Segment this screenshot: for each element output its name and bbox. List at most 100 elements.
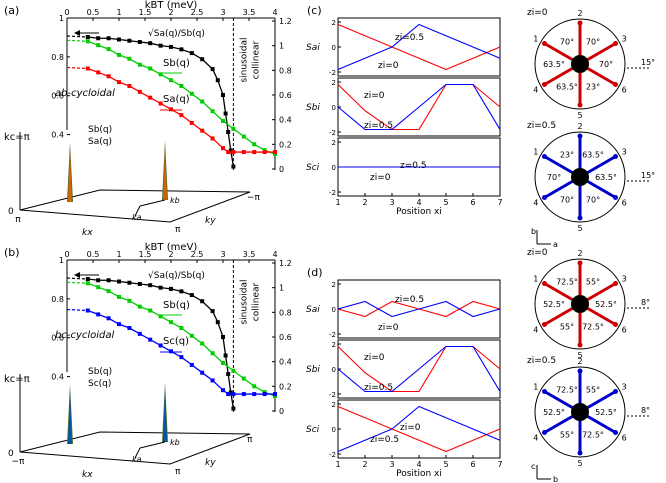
s-tick-label: 2 (332, 79, 336, 87)
spin-arrow-head (613, 430, 619, 435)
pi-label: −π (12, 457, 26, 467)
data-point (148, 337, 153, 342)
spin-arrow-head (613, 82, 619, 87)
data-point (127, 84, 132, 88)
top-tick-label: 0.5 (87, 8, 100, 17)
spin-number: 2 (577, 357, 582, 366)
data-point (226, 392, 231, 397)
data-point (106, 36, 111, 41)
ky-label: ky (205, 216, 216, 226)
structure-factor-peak-inner (163, 390, 167, 442)
spin-number: 5 (577, 111, 582, 120)
data-point (96, 43, 101, 48)
spin-arrow-head (541, 195, 547, 200)
spin-number: 3 (622, 148, 627, 157)
spin-number: 1 (533, 275, 538, 284)
data-point (117, 37, 121, 42)
top-tick-label: 0.5 (87, 250, 100, 259)
data-point (215, 78, 220, 83)
series-line (337, 23, 501, 71)
data-point (158, 285, 163, 290)
spin-number: 6 (622, 199, 627, 208)
top-tick-label: 4 (272, 8, 277, 17)
spin-arrow-head (577, 342, 583, 348)
pos-tick-label: 2 (362, 460, 367, 469)
data-point (158, 43, 163, 48)
data-point (252, 142, 257, 147)
data-point (215, 320, 220, 325)
k-plane (19, 431, 251, 465)
zero-label: 0 (8, 207, 14, 217)
kb-label: kb (170, 196, 180, 205)
right-tick-label: 0.8 (279, 66, 292, 75)
data-point (137, 304, 142, 309)
spin-arrow-head (541, 281, 547, 286)
top-tick-label: 1 (116, 250, 121, 259)
data-point (169, 286, 173, 291)
ratio-label: √Sa(q)/Sb(q) (148, 28, 205, 39)
row-label: Sci (306, 425, 320, 435)
pi-label: π (247, 435, 253, 445)
right-tick-label: 0.2 (279, 140, 292, 149)
data-point (96, 312, 101, 317)
top-tick-label: 3 (220, 250, 225, 259)
clock-title: zi=0.5 (527, 356, 556, 366)
data-point (137, 331, 142, 336)
series-extrapolation (66, 277, 88, 280)
spin-number: 1 (533, 383, 538, 392)
kc-label: kc=π (4, 132, 30, 143)
spin-number: 5 (577, 224, 582, 233)
spin-number: 4 (533, 86, 538, 95)
pos-tick-label: 4 (416, 460, 421, 469)
pos-tick-label: 3 (389, 198, 394, 207)
kx-label: kx (82, 470, 93, 480)
left-tick-label: 1 (59, 256, 64, 265)
data-point (158, 101, 163, 106)
data-point (241, 376, 246, 381)
peak-label-2: Sc(q) (88, 379, 111, 389)
right-tick-label: 0 (279, 407, 284, 416)
tilt-label: 8° (641, 298, 650, 307)
axis-v-label: c (531, 462, 535, 471)
pos-tick-label: 7 (497, 460, 502, 469)
data-point (210, 378, 215, 383)
data-point (85, 277, 90, 282)
s-tick-label: 2 (332, 19, 336, 27)
s-tick-label: 0 (332, 306, 336, 314)
data-point (210, 109, 215, 114)
series-line (337, 405, 501, 453)
data-point (85, 281, 90, 286)
data-point (226, 130, 231, 134)
spin-clock-diagrams: zi=0 1 2 3 4 5 6 70° 70° 70° 63.5° 63.5° 23° 15° zi=0.… (527, 8, 655, 483)
left-tick-label: 0.6 (51, 92, 64, 101)
row-label: Sbi (306, 103, 320, 113)
data-point (106, 289, 111, 294)
transition-label: sinusoidal (239, 279, 249, 324)
data-point (169, 349, 173, 354)
data-point (223, 353, 228, 358)
data-point (189, 362, 194, 367)
transition-label: collinear (251, 282, 261, 321)
ka-arrow (134, 447, 141, 459)
data-point (158, 314, 163, 319)
data-point (221, 146, 225, 151)
angle-label: 72.5° (582, 431, 604, 440)
data-point (179, 289, 184, 294)
row-label: Sai (306, 43, 320, 53)
spin-number: 5 (577, 351, 582, 360)
data-point (148, 308, 153, 313)
kx-label: kx (82, 228, 93, 238)
zi-label: zi=0.5 (364, 121, 393, 131)
angle-label: 52.5° (543, 408, 565, 417)
angle-label: 55° (586, 277, 600, 286)
ka-arrow (134, 205, 141, 217)
angle-label: 70° (547, 173, 561, 182)
s-tick-label: 2 (332, 401, 336, 409)
phase-label: ab-cycloidal (55, 88, 115, 99)
axis-h-label: a (553, 240, 558, 249)
spin-number: 3 (622, 383, 627, 392)
data-point (137, 62, 142, 67)
data-point (273, 150, 277, 155)
clock-circle (534, 18, 626, 110)
s-tick-label: 2 (332, 281, 336, 289)
